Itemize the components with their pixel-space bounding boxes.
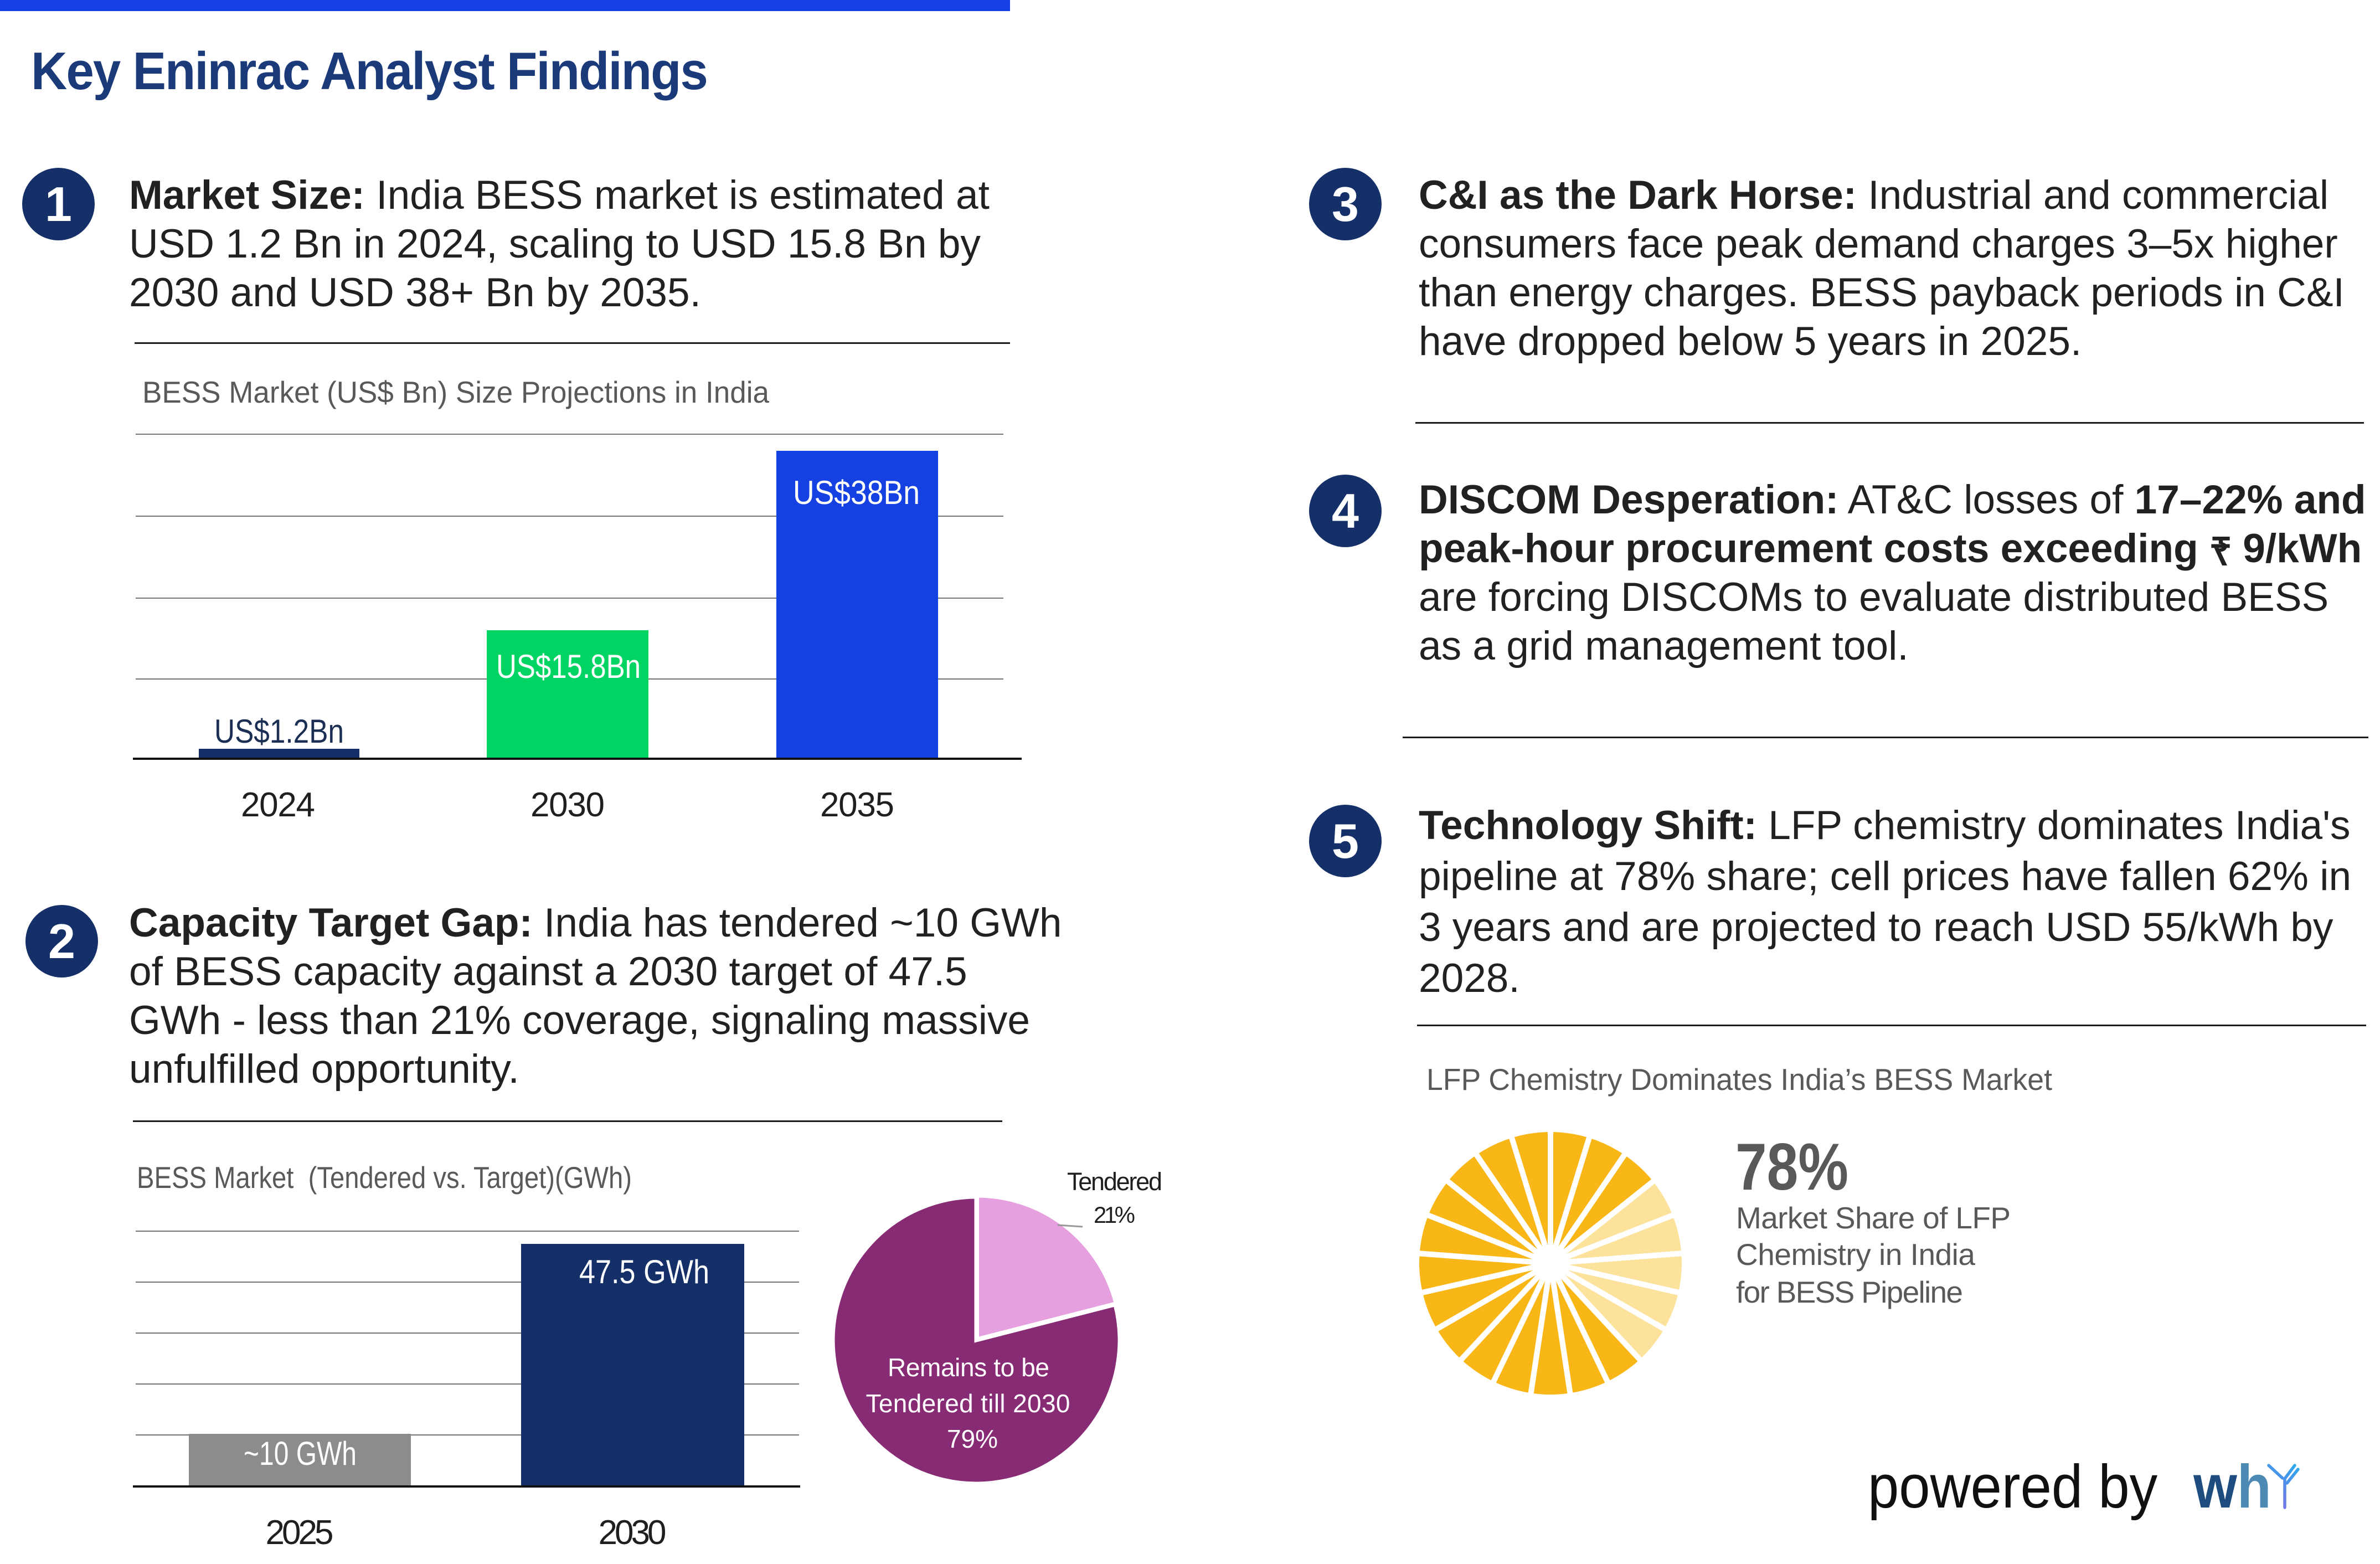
svg-text:Remains to be: Remains to be [888, 1353, 1049, 1382]
svg-text:2030: 2030 [599, 1514, 667, 1552]
svg-text:Chemistry in India: Chemistry in India [1736, 1237, 1975, 1272]
svg-text:Market Share of LFP: Market Share of LFP [1736, 1201, 2011, 1235]
svg-text:2025: 2025 [266, 1514, 334, 1552]
svg-text:US$38Bn: US$38Bn [793, 474, 920, 511]
svg-text:BESS Market (US$ Bn) Size Proj: BESS Market (US$ Bn) Size Projections in… [142, 375, 769, 409]
svg-text:for BESS Pipeline: for BESS Pipeline [1736, 1275, 1963, 1309]
svg-text:21%: 21% [1094, 1202, 1135, 1228]
svg-text:2024: 2024 [241, 786, 315, 824]
svg-text:79%: 79% [947, 1424, 998, 1453]
svg-text:US$15.8Bn: US$15.8Bn [496, 648, 641, 685]
svg-text:2030: 2030 [530, 786, 605, 824]
svg-text:BESS Market (Tendered vs. Tar: BESS Market (Tendered vs. Target)(GWh) [137, 1160, 632, 1195]
svg-text:2035: 2035 [820, 786, 894, 824]
svg-text:78%: 78% [1735, 1130, 1848, 1204]
svg-text:LFP Chemistry Dominates India’: LFP Chemistry Dominates India’s BESS Mar… [1426, 1062, 2052, 1097]
svg-text:~10 GWh: ~10 GWh [244, 1435, 357, 1472]
svg-text:US$1.2Bn: US$1.2Bn [214, 713, 344, 750]
svg-text:Tendered: Tendered [1067, 1167, 1162, 1196]
svg-text:47.5 GWh: 47.5 GWh [579, 1253, 709, 1290]
svg-text:Tendered till 2030: Tendered till 2030 [866, 1389, 1070, 1418]
